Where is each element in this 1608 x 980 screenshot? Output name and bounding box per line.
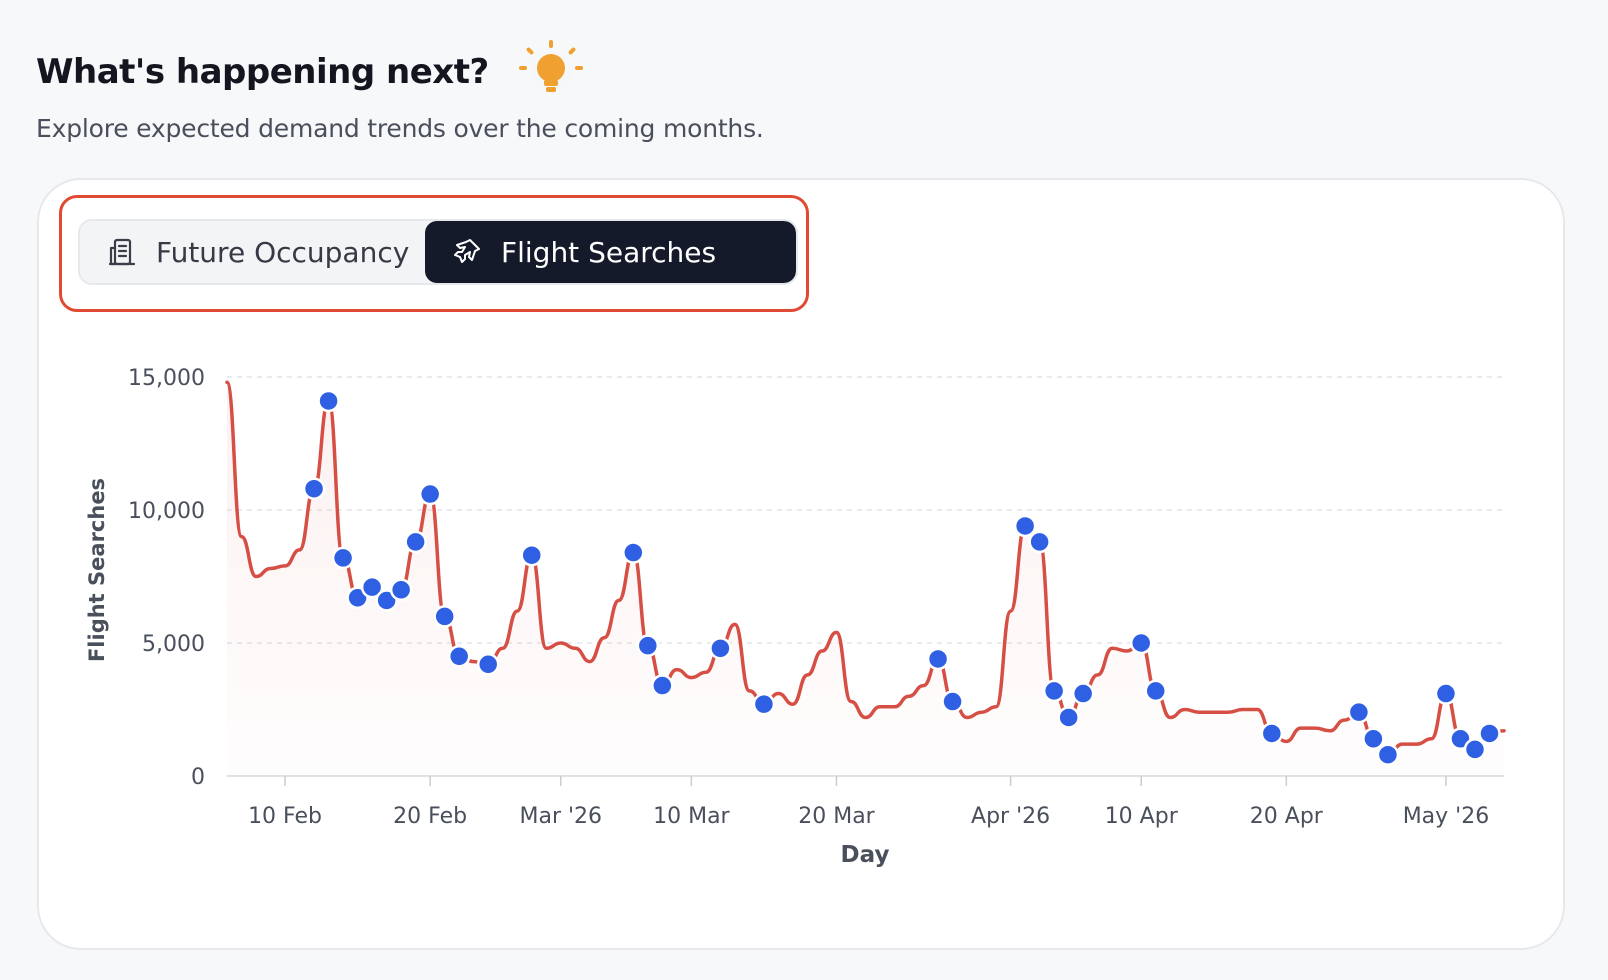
x-tick-label: 20 Feb bbox=[393, 804, 467, 829]
data-point[interactable] bbox=[1434, 682, 1458, 705]
data-point[interactable] bbox=[1129, 631, 1153, 655]
x-axis-label: Day bbox=[841, 842, 890, 868]
y-tick-label: 0 bbox=[191, 765, 205, 790]
x-tick-label: 10 Mar bbox=[653, 804, 730, 829]
future-occupancy-tab[interactable]: Future Occupancy bbox=[80, 221, 425, 283]
data-point[interactable] bbox=[1362, 727, 1385, 751]
title-row: What's happening next? bbox=[36, 36, 587, 108]
y-tick-label: 15,000 bbox=[128, 366, 205, 391]
future-occupancy-label: Future Occupancy bbox=[156, 235, 410, 269]
data-point[interactable] bbox=[752, 692, 776, 716]
data-point[interactable] bbox=[447, 645, 471, 668]
y-axis-label: Flight Searches bbox=[85, 478, 109, 662]
x-tick-label: 10 Feb bbox=[248, 804, 322, 829]
data-point[interactable] bbox=[389, 578, 413, 602]
data-point[interactable] bbox=[1042, 679, 1066, 703]
building-icon bbox=[108, 238, 136, 266]
data-point[interactable] bbox=[404, 530, 427, 554]
data-point[interactable] bbox=[302, 477, 326, 500]
data-point[interactable] bbox=[1013, 514, 1037, 538]
data-point[interactable] bbox=[331, 546, 355, 570]
x-axis-ticks: 10 Feb 20 Feb Mar '26 10 Mar 20 Mar Apr '26 10… bbox=[248, 776, 1489, 829]
x-tick-label: 10 Apr bbox=[1105, 804, 1179, 829]
data-point[interactable] bbox=[1144, 679, 1167, 703]
x-tick-label: May '26 bbox=[1403, 804, 1490, 829]
data-point[interactable] bbox=[1376, 743, 1400, 766]
data-point[interactable] bbox=[651, 674, 674, 697]
flight-searches-label: Flight Searches bbox=[501, 235, 717, 269]
series-markers bbox=[302, 389, 1501, 766]
page-subtitle: Explore expected demand trends over the … bbox=[36, 114, 764, 143]
lightbulb-icon bbox=[516, 38, 585, 106]
series-area bbox=[227, 382, 1504, 776]
data-point[interactable] bbox=[622, 541, 645, 564]
data-point[interactable] bbox=[709, 637, 732, 660]
data-point[interactable] bbox=[433, 605, 456, 628]
x-tick-label: Mar '26 bbox=[519, 804, 602, 829]
x-tick-label: 20 Mar bbox=[798, 804, 875, 829]
page-title: What's happening next? bbox=[36, 52, 489, 92]
data-point[interactable] bbox=[360, 575, 384, 599]
x-tick-label: Apr '26 bbox=[971, 804, 1050, 829]
data-point[interactable] bbox=[1260, 722, 1284, 745]
y-tick-label: 5,000 bbox=[142, 632, 205, 657]
plane-icon bbox=[454, 239, 480, 263]
y-tick-label: 10,000 bbox=[128, 499, 205, 524]
data-point[interactable] bbox=[1057, 706, 1080, 729]
data-point[interactable] bbox=[476, 653, 500, 676]
data-point[interactable] bbox=[1478, 722, 1501, 745]
data-point[interactable] bbox=[520, 543, 543, 567]
flight-searches-tab[interactable]: Flight Searches bbox=[425, 221, 796, 283]
section-header: What's happening next? bbox=[36, 36, 587, 108]
data-point[interactable] bbox=[941, 690, 964, 713]
data-point[interactable] bbox=[926, 647, 950, 671]
data-point[interactable] bbox=[1463, 738, 1487, 761]
toggle-highlight-frame bbox=[59, 195, 809, 312]
data-point[interactable] bbox=[418, 482, 442, 506]
y-axis-ticks: 0 5,000 10,000 15,000 bbox=[128, 366, 205, 790]
data-point[interactable] bbox=[317, 389, 340, 413]
data-point[interactable] bbox=[636, 634, 660, 657]
metric-toggle: Future Occupancy Flight Searches bbox=[78, 219, 798, 285]
data-point[interactable] bbox=[1347, 700, 1371, 724]
x-tick-label: 20 Apr bbox=[1250, 804, 1324, 829]
data-point[interactable] bbox=[1028, 530, 1051, 554]
data-point[interactable] bbox=[1071, 682, 1095, 705]
